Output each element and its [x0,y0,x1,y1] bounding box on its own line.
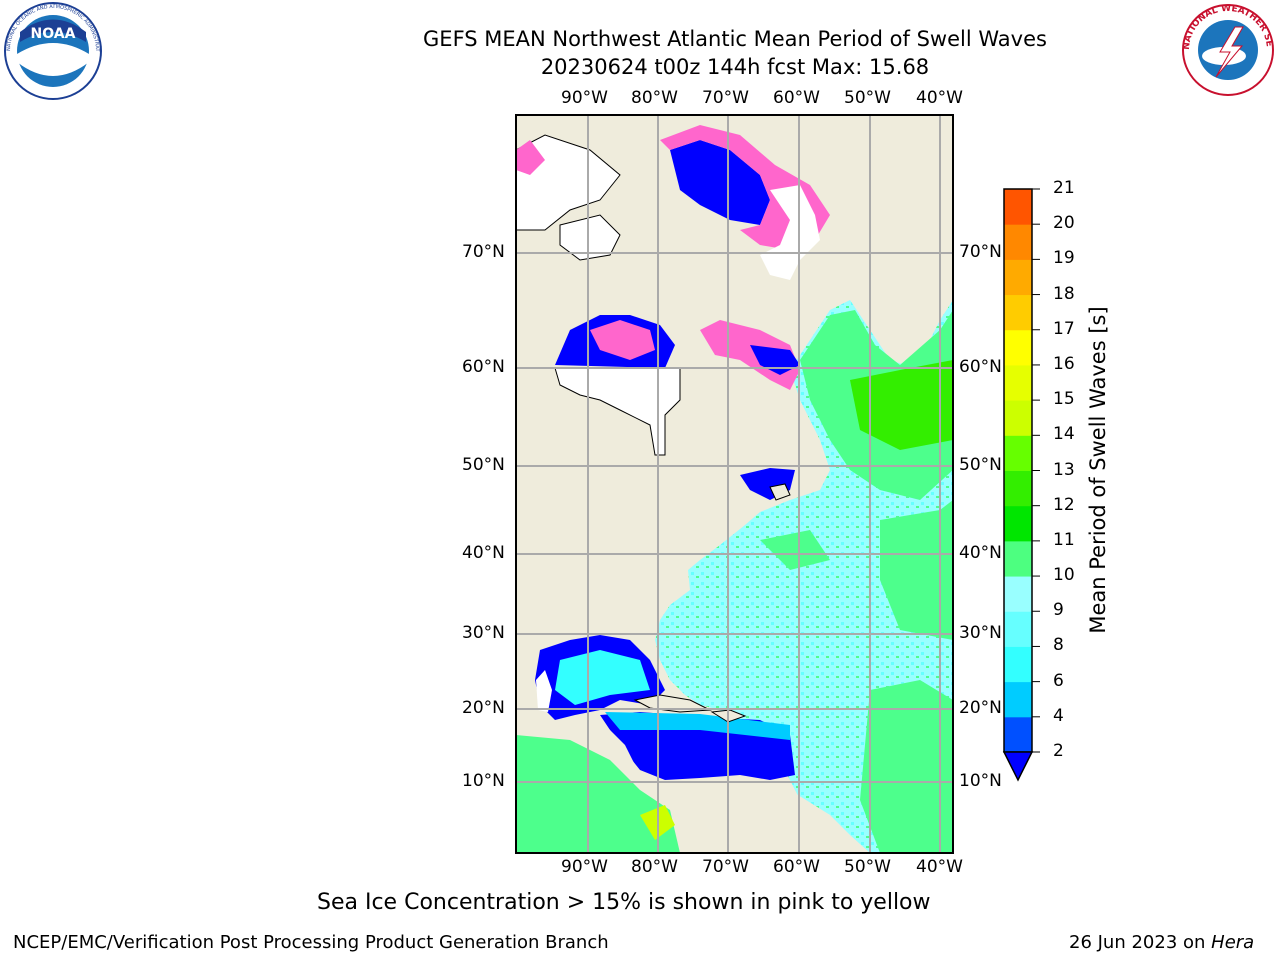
greenland-white [760,185,820,280]
baffin-bay [670,140,770,225]
colorbar-tick-label: 8 [1053,635,1064,656]
colorbar-block [1004,294,1032,331]
colorbar-tick-label: 15 [1053,389,1075,410]
map-frame [515,114,954,854]
lat-label-left: 50°N [462,455,505,475]
footer-branch: NCEP/EMC/Verification Post Processing Pr… [13,932,609,953]
graticule [516,115,953,853]
colorbar-block [1004,576,1032,612]
colorbar-block [1004,505,1032,542]
lon-label-bottom: 60°W [773,857,820,877]
footer-host: Hera [1211,932,1255,953]
chart-title: GEFS MEAN Northwest Atlantic Mean Period… [423,27,1047,51]
lon-label-top: 70°W [702,88,749,108]
colorbar-block [1004,470,1032,507]
lat-label-left: 60°N [462,357,505,377]
nova-scotia [769,483,791,501]
colorbar-block [1004,646,1032,683]
lat-label-right: 50°N [959,455,1002,475]
colorbar-block [1004,189,1032,225]
caribbean-band [605,712,790,740]
lat-label-left: 70°N [462,242,505,262]
nws-logo: NATIONAL WEATHER SERVICE [1180,2,1274,96]
lat-label-right: 20°N [959,698,1002,718]
colorbar-tick-label: 16 [1053,353,1075,374]
lat-label-left: 10°N [462,771,505,791]
colorbar-tick-label: 17 [1053,318,1075,339]
colorbar-block [1004,540,1032,577]
colorbar-block [1004,329,1032,366]
lat-label-left: 20°N [462,698,505,718]
arctic-ice-edge [516,140,545,175]
lon-label-top: 90°W [561,88,608,108]
lon-label-bottom: 90°W [561,857,608,877]
hudson-bay-ice [590,320,655,360]
colorbar-block [1004,259,1032,296]
colorbar-block [1004,224,1032,260]
colorbar-block [1004,716,1032,753]
lat-label-right: 40°N [959,543,1002,563]
lon-label-top: 80°W [631,88,678,108]
lat-label-right: 60°N [959,357,1002,377]
colorbar-block [1004,611,1032,647]
noaa-logo: NOAA NATIONAL OCEANIC AND ATMOSPHERIC AD… [2,2,102,100]
colorbar-block [1004,400,1032,436]
footer-date-text: 26 Jun 2023 on [1069,932,1212,953]
gulf-coast-white [536,670,552,712]
lat-label-left: 30°N [462,623,505,643]
ice-note: Sea Ice Concentration > 15% is shown in … [317,890,931,915]
lat-label-right: 30°N [959,623,1002,643]
colorbar-tick-label: 12 [1053,494,1075,515]
colorbar-under-arrow [1002,751,1034,782]
svg-text:NOAA: NOAA [31,26,76,42]
hudson-bay-land [554,367,681,456]
lat-label-right: 70°N [959,242,1002,262]
colorbar-tick-label: 6 [1053,670,1064,691]
lon-label-bottom: 40°W [916,857,963,877]
lat-label-left: 40°N [462,543,505,563]
lon-label-bottom: 50°W [844,857,891,877]
colorbar-tick-label: 14 [1053,424,1075,445]
colorbar-block [1004,681,1032,718]
swell-region-mid [760,530,830,570]
swell-region-east [880,500,953,640]
lon-label-bottom: 80°W [631,857,678,877]
swell-region-northeast [850,360,953,450]
lon-label-top: 60°W [773,88,820,108]
colorbar-block [1004,364,1032,401]
colorbar-tick-label: 18 [1053,283,1075,304]
swell-region-southeast [860,680,953,853]
colorbar-tick-label: 10 [1053,565,1075,586]
footer-date: 26 Jun 2023 on Hera [1069,932,1254,953]
lon-label-bottom: 70°W [702,857,749,877]
colorbar-tick-label: 4 [1053,705,1064,726]
gulf-interior [555,650,650,705]
baffin-bay-ice [660,125,830,250]
colorbar-tick-label: 9 [1053,600,1064,621]
colorbar-tick-label: 21 [1053,178,1075,198]
chart-subtitle: 20230624 t00z 144h fcst Max: 15.68 [540,55,930,79]
south-america [640,785,860,853]
arctic-island [559,214,621,261]
pacific-ocean [516,735,680,853]
colorbar-tick-label: 11 [1053,529,1075,550]
colorbar-tick-label: 2 [1053,741,1064,761]
colorbar-block [1004,435,1032,471]
colorbar-tick-label: 13 [1053,459,1075,480]
colorbar-label: Mean Period of Swell Waves [s] [1086,306,1110,634]
colorbar-tick-label: 19 [1053,248,1075,269]
lon-label-top: 40°W [916,88,963,108]
lon-label-top: 50°W [844,88,891,108]
colorbar-tick-label: 20 [1053,213,1075,234]
lat-label-right: 10°N [959,771,1002,791]
